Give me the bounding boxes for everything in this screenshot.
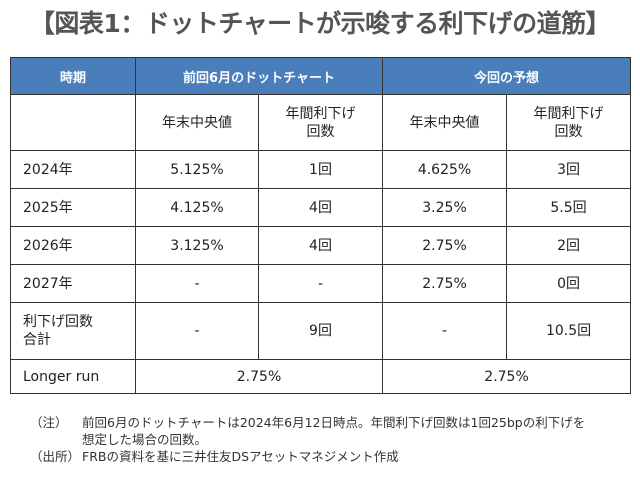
period-cell: 2026年 (10, 226, 136, 265)
period-cell: 2027年 (10, 264, 136, 303)
note-line: 前回6月のドットチャートは2024年6月12日時点。年間利下げ回数は1回25bp… (82, 415, 586, 430)
rate-cut-table: 時期 前回6月のドットチャート 今回の予想 年末中央値 年間利下げ 回数 年末中央… (10, 57, 632, 394)
prev-median-cell: 3.125% (135, 226, 259, 265)
label-line: 回数 (554, 123, 583, 140)
prev-cuts-cell: 9回 (257, 302, 384, 360)
table-row: 2024年 5.125% 1回 4.625% 3回 (10, 150, 632, 189)
cur-median-cell: 4.625% (382, 150, 508, 189)
cur-cuts-cell: 10.5回 (506, 302, 632, 360)
period-cell: 2025年 (10, 188, 136, 227)
cur-median-cell: 2.75% (382, 226, 508, 265)
note-line: FRBの資料を基に三井住友DSアセットマネジメント作成 (82, 449, 399, 464)
subheader-cur-median: 年末中央値 (382, 94, 508, 151)
note-key: （出所） (30, 449, 81, 464)
period-cell: Longer run (10, 359, 136, 394)
footnotes: （注） 前回6月のドットチャートは2024年6月12日時点。年間利下げ回数は1回… (30, 414, 585, 465)
prev-median-cell: 4.125% (135, 188, 259, 227)
label-line: 年間利下げ (285, 105, 356, 122)
cur-median-cell: - (382, 302, 508, 360)
prev-median-cell: - (135, 302, 259, 360)
header-period: 時期 (10, 57, 136, 95)
page-title: 【図表1：ドットチャートが示唆する利下げの道筋】 (29, 9, 611, 38)
header-row: 時期 前回6月のドットチャート 今回の予想 (10, 57, 632, 95)
cur-median-cell: 3.25% (382, 188, 508, 227)
total-row: 利下げ回数合計 - 9回 - 10.5回 (10, 302, 632, 360)
header-current: 今回の予想 (382, 57, 632, 95)
period-cell: 利下げ回数 合計 (10, 302, 136, 360)
note-line: 想定した場合の回数。 (82, 432, 208, 447)
label-line: 年間利下げ (533, 105, 604, 122)
table-row: 2025年 4.125% 4回 3.25% 5.5回 (10, 188, 632, 227)
longer-run-row: Longer run 2.75% 2.75% (10, 359, 632, 394)
prev-cuts-cell: 1回 (257, 150, 384, 189)
prev-median-cell: - (135, 264, 259, 303)
cur-cuts-cell: 0回 (506, 264, 632, 303)
subheader-cur-cuts: 年間利下げ 回数 (506, 94, 632, 151)
cur-cuts-cell: 3回 (506, 150, 632, 189)
prev-longer-run-cell: 2.75% (134, 359, 384, 394)
cur-longer-run-cell: 2.75% (382, 359, 632, 394)
subheader-row: 年末中央値 年間利下げ 回数 年末中央値 年間利下げ 回数 (10, 94, 632, 151)
period-cell: 2024年 (10, 150, 136, 189)
prev-cuts-cell: - (257, 264, 384, 303)
label-line: 利下げ回数 (23, 314, 93, 330)
table-row: 2026年 3.125% 4回 2.75% 2回 (10, 226, 632, 265)
note: （注） 前回6月のドットチャートは2024年6月12日時点。年間利下げ回数は1回… (30, 414, 585, 448)
subheader-empty (10, 94, 136, 151)
cur-cuts-cell: 2回 (506, 226, 632, 265)
header-previous: 前回6月のドットチャート (134, 57, 384, 95)
label-line: 回数 (306, 123, 335, 140)
subheader-prev-cuts: 年間利下げ 回数 (257, 94, 384, 151)
cur-median-cell: 2.75% (382, 264, 508, 303)
prev-cuts-cell: 4回 (257, 188, 384, 227)
note-key: （注） (30, 415, 68, 430)
label-line: 合計 (23, 332, 51, 348)
prev-cuts-cell: 4回 (257, 226, 384, 265)
prev-median-cell: 5.125% (135, 150, 259, 189)
note-text: 前回6月のドットチャートは2024年6月12日時点。年間利下げ回数は1回25bp… (82, 414, 585, 448)
subheader-prev-median: 年末中央値 (135, 94, 259, 151)
cur-cuts-cell: 5.5回 (506, 188, 632, 227)
source: （出所） FRBの資料を基に三井住友DSアセットマネジメント作成 (30, 448, 585, 465)
table-row: 2027年 - - 2.75% 0回 (10, 264, 632, 303)
